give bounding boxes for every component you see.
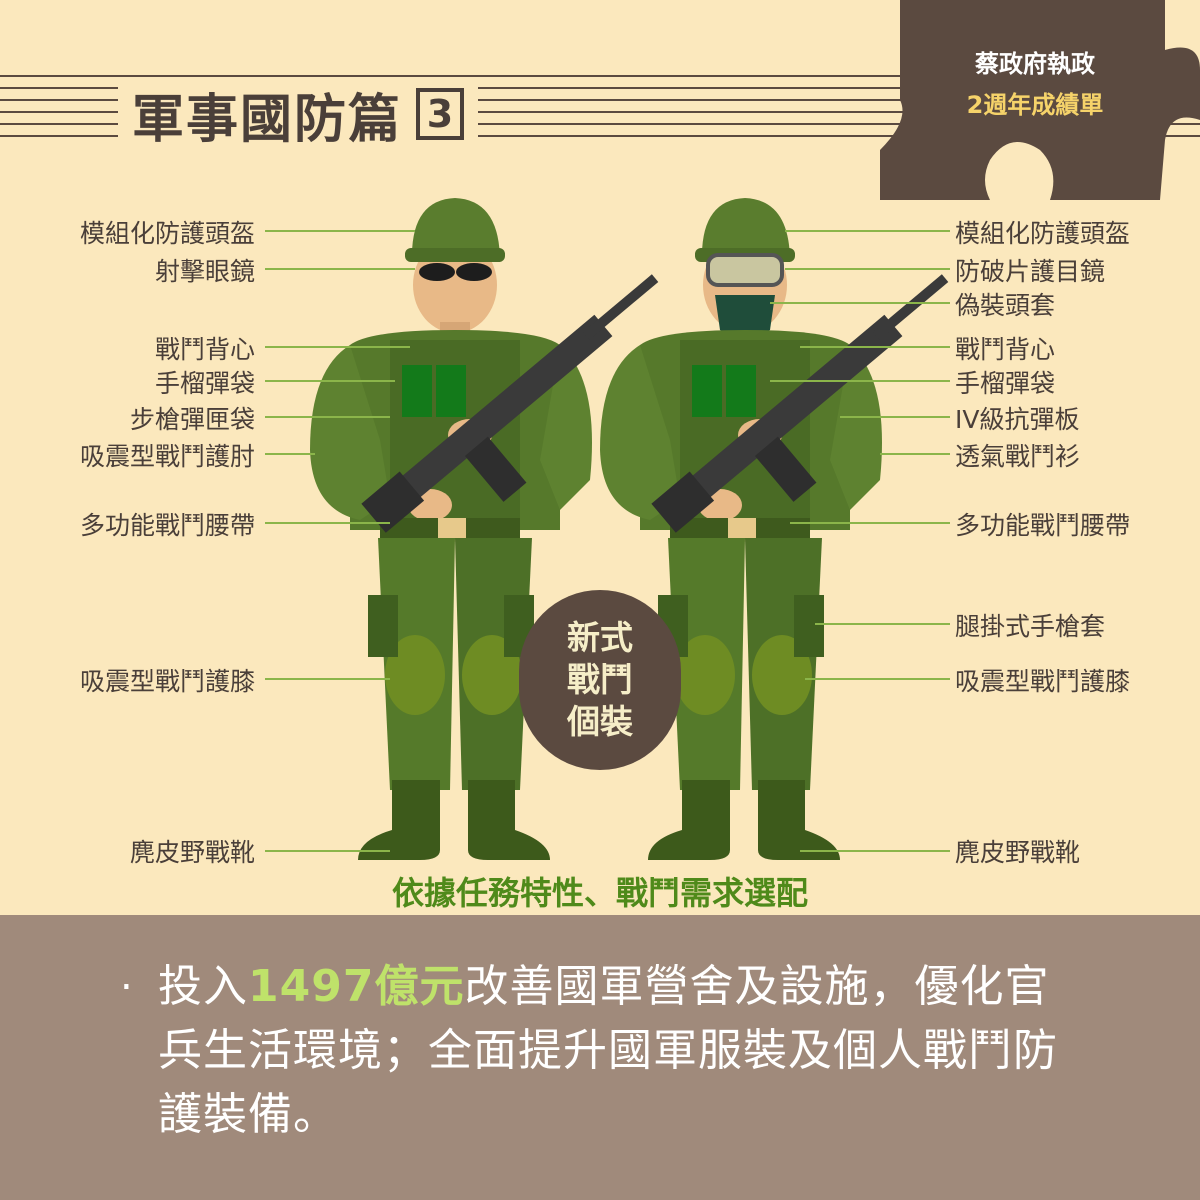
- leader-line: [770, 302, 950, 304]
- leader-line: [265, 522, 390, 524]
- leader-line: [790, 522, 950, 524]
- left-label-glasses: 射擊眼鏡: [154, 257, 255, 286]
- summary-before: 投入: [158, 961, 248, 1012]
- summary-highlight: 1497億元: [248, 961, 465, 1012]
- puzzle-piece-icon: [880, 0, 1200, 200]
- badge-line2: 戰鬥: [567, 660, 633, 699]
- leader-line: [800, 346, 950, 348]
- leader-line: [880, 453, 950, 455]
- leader-line: [265, 453, 315, 455]
- right-label-boots: 麂皮野戰靴: [955, 838, 1081, 867]
- caption: 依據任務特性、戰鬥需求選配: [391, 874, 808, 912]
- right-label-holster: 腿掛式手槍套: [955, 612, 1106, 641]
- leader-line: [265, 678, 390, 680]
- leader-line: [265, 346, 410, 348]
- left-label-grenade-pouch: 手榴彈袋: [154, 369, 255, 398]
- summary-text: 投入1497億元改善國軍營舍及設施，優化官兵生活環境；全面提升國軍服裝及個人戰鬥…: [158, 955, 1078, 1147]
- title-number: 3: [416, 88, 465, 140]
- left-label-magazine-pouch: 步槍彈匣袋: [129, 405, 255, 434]
- leader-line: [265, 230, 415, 232]
- badge-line1: 新式: [567, 618, 633, 657]
- right-label-goggles: 防破片護目鏡: [955, 257, 1106, 286]
- leader-line: [805, 678, 950, 680]
- left-label-elbow-pad: 吸震型戰鬥護肘: [79, 442, 255, 471]
- right-label-vest: 戰鬥背心: [955, 335, 1056, 364]
- leader-line: [265, 380, 395, 382]
- right-label-knee-pad: 吸震型戰鬥護膝: [955, 667, 1131, 696]
- leader-line: [770, 380, 950, 382]
- puzzle-badge: 蔡政府執政 2週年成績單: [935, 44, 1135, 120]
- leader-line: [815, 623, 950, 625]
- puzzle-line1: 蔡政府執政: [975, 50, 1095, 78]
- leader-line: [265, 268, 415, 270]
- right-label-balaclava: 偽裝頭套: [955, 291, 1056, 320]
- left-label-helmet: 模組化防護頭盔: [79, 219, 255, 248]
- left-label-vest: 戰鬥背心: [154, 335, 255, 364]
- left-label-boots: 麂皮野戰靴: [129, 838, 255, 867]
- left-label-belt: 多功能戰鬥腰帶: [79, 511, 255, 540]
- center-badge: 新式 戰鬥 個裝: [519, 590, 681, 770]
- right-label-grenade-pouch: 手榴彈袋: [955, 369, 1056, 398]
- right-label-helmet: 模組化防護頭盔: [955, 219, 1131, 248]
- title-text: 軍事國防篇: [132, 89, 403, 150]
- page-title: 軍事國防篇 3: [118, 78, 479, 150]
- leader-line: [265, 416, 390, 418]
- leader-line: [265, 850, 390, 852]
- puzzle-line2: 2週年成績單: [966, 91, 1104, 119]
- right-label-belt: 多功能戰鬥腰帶: [955, 511, 1131, 540]
- right-soldier: [600, 198, 949, 860]
- leader-line: [800, 850, 950, 852]
- summary-after: 改善國軍營舍及設施，優化官兵生活環境；全面提升國軍服裝及個人戰鬥防護裝備。: [158, 961, 1058, 1140]
- right-label-shirt: 透氣戰鬥衫: [955, 442, 1081, 471]
- badge-line3: 個裝: [567, 702, 633, 741]
- right-label-armor-plate: IV級抗彈板: [955, 405, 1080, 434]
- bullet-icon: ‧: [120, 965, 133, 1011]
- leader-line: [840, 416, 950, 418]
- leader-line: [785, 268, 950, 270]
- left-soldier: [310, 198, 659, 860]
- left-label-knee-pad: 吸震型戰鬥護膝: [79, 667, 255, 696]
- leader-line: [785, 230, 950, 232]
- summary-panel: [0, 915, 1200, 1200]
